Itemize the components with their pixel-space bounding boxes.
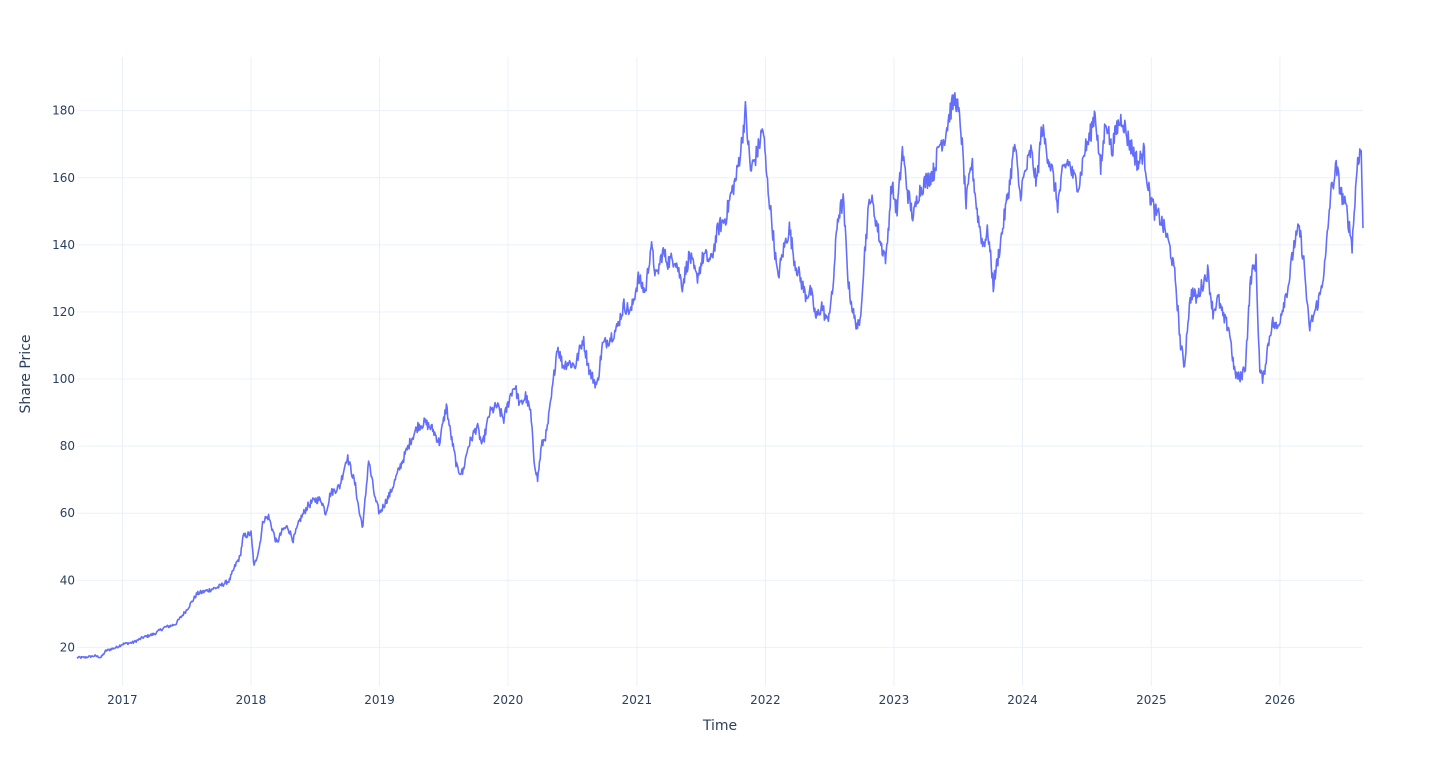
- x-axis-title: Time: [702, 718, 737, 734]
- x-tick-label: 2018: [236, 693, 267, 707]
- x-tick-label: 2017: [107, 693, 138, 707]
- y-axis-ticks: 20 40 60 80 100 120 140 160 180: [52, 104, 75, 655]
- x-tick-label: 2019: [364, 693, 395, 707]
- x-tick-label: 2020: [493, 693, 524, 707]
- x-tick-label: 2024: [1007, 693, 1038, 707]
- x-tick-label: 2023: [879, 693, 910, 707]
- y-tick-label: 20: [60, 640, 75, 654]
- x-tick-label: 2022: [750, 693, 781, 707]
- y-tick-label: 180: [52, 104, 75, 118]
- x-tick-label: 2026: [1265, 693, 1296, 707]
- x-tick-label: 2025: [1136, 693, 1167, 707]
- share-price-line: [76, 92, 1364, 659]
- y-tick-label: 160: [52, 171, 75, 185]
- y-tick-label: 60: [60, 506, 75, 520]
- y-axis-title: Share Price: [18, 334, 34, 413]
- x-axis-ticks: 2017 2018 2019 2020 2021 2022 2023 2024 2025 2026: [107, 693, 1295, 707]
- series-layer: [76, 92, 1364, 659]
- x-tick-label: 2021: [622, 693, 653, 707]
- gridlines: [77, 57, 1363, 686]
- y-tick-label: 140: [52, 238, 75, 252]
- y-tick-label: 100: [52, 372, 75, 386]
- y-tick-label: 40: [60, 573, 75, 587]
- y-tick-label: 80: [60, 439, 75, 453]
- y-tick-label: 120: [52, 305, 75, 319]
